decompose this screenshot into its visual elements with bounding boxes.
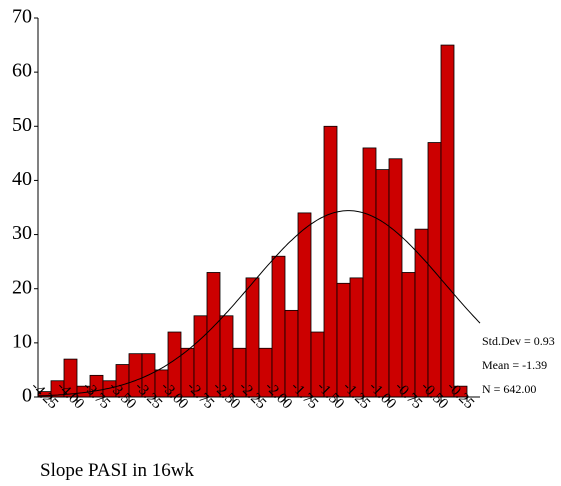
y-tick-label: 70 [12, 6, 32, 28]
bar [271, 255, 286, 398]
bar [388, 158, 403, 398]
bar [206, 272, 221, 398]
x-axis-label: Slope PASI in 16wk [40, 460, 194, 481]
bar [427, 142, 442, 398]
bar [440, 44, 455, 398]
normal-curve [37, 210, 481, 397]
bar [297, 212, 312, 398]
y-tick-label: 20 [12, 276, 32, 298]
mean-label: Mean = -1.39 [482, 358, 547, 372]
y-tick-label: 40 [12, 168, 32, 190]
y-tick-label: 10 [12, 330, 32, 352]
y-tick-label: 30 [12, 222, 32, 244]
bar [401, 272, 416, 398]
bar [362, 147, 377, 398]
bar [336, 282, 351, 398]
bar [375, 169, 390, 398]
y-tick-label: 50 [12, 114, 32, 136]
std-dev-label: Std.Dev = 0.93 [482, 334, 555, 348]
y-tick-label: 60 [12, 60, 32, 82]
y-tick-label: 0 [22, 385, 32, 407]
n-label: N = 642.00 [482, 382, 536, 396]
bar [414, 228, 429, 398]
bar [323, 125, 338, 398]
